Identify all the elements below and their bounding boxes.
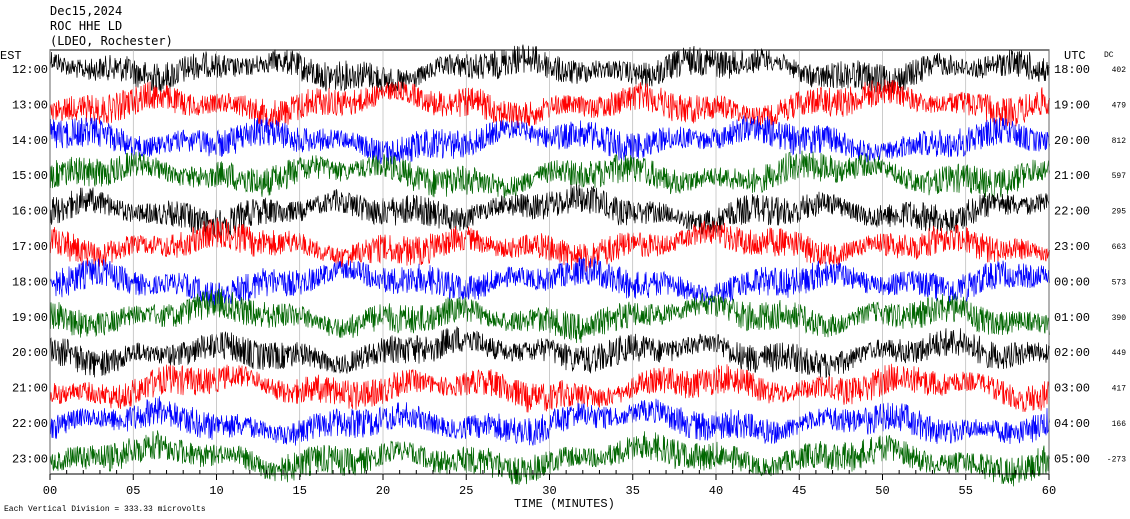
dc-offset-value: -273 <box>1107 455 1126 464</box>
dc-offset-value: 390 <box>1112 314 1127 323</box>
dc-offset-value: 295 <box>1112 208 1127 217</box>
x-tick-label: 05 <box>126 484 140 498</box>
utc-hour-label: 22:00 <box>1054 205 1090 219</box>
est-hour-label: 17:00 <box>12 240 48 254</box>
utc-hour-label: 19:00 <box>1054 98 1090 112</box>
utc-hour-label: 01:00 <box>1054 311 1090 325</box>
x-tick-label: 50 <box>875 484 889 498</box>
x-tick-label: 55 <box>959 484 973 498</box>
utc-hour-label: 04:00 <box>1054 417 1090 431</box>
est-hour-label: 22:00 <box>12 417 48 431</box>
dc-offset-value: 479 <box>1112 101 1127 110</box>
utc-hour-label: 02:00 <box>1054 346 1090 360</box>
utc-hour-label: 20:00 <box>1054 134 1090 148</box>
utc-hour-label: 00:00 <box>1054 275 1090 289</box>
dc-offset-value: 597 <box>1112 172 1127 181</box>
est-hour-label: 14:00 <box>12 134 48 148</box>
scale-note: Each Vertical Division = 333.33 microvol… <box>4 505 206 514</box>
x-tick-label: 30 <box>542 484 556 498</box>
x-tick-label: 40 <box>709 484 723 498</box>
utc-hour-label: 18:00 <box>1054 63 1090 77</box>
dc-offset-value: 812 <box>1112 137 1127 146</box>
x-tick-label: 60 <box>1042 484 1056 498</box>
est-hour-label: 16:00 <box>12 205 48 219</box>
utc-hour-label: 21:00 <box>1054 169 1090 183</box>
dc-offset-value: 166 <box>1112 420 1127 429</box>
x-axis-ticks: 00 05 10 15 20 25 30 35 40 45 50 55 60 <box>43 50 1056 498</box>
est-hour-label: 20:00 <box>12 346 48 360</box>
x-tick-label: 10 <box>209 484 223 498</box>
x-tick-label: 00 <box>43 484 57 498</box>
utc-hour-label: 03:00 <box>1054 382 1090 396</box>
dc-offset-value: 417 <box>1112 385 1127 394</box>
dc-offset-value: 449 <box>1112 349 1127 358</box>
x-tick-label: 45 <box>792 484 806 498</box>
x-tick-label: 20 <box>376 484 390 498</box>
x-tick-label: 15 <box>293 484 307 498</box>
est-hour-label: 18:00 <box>12 275 48 289</box>
utc-hour-label: 23:00 <box>1054 240 1090 254</box>
row-labels: 12:00 18:00 402 13:00 19:00 479 14:00 20:00 812 1… <box>12 63 1126 466</box>
dc-offset-value: 573 <box>1112 278 1127 287</box>
est-hour-label: 13:00 <box>12 98 48 112</box>
utc-hour-label: 05:00 <box>1054 452 1090 466</box>
est-hour-label: 12:00 <box>12 63 48 77</box>
est-hour-label: 15:00 <box>12 169 48 183</box>
x-tick-label: 35 <box>626 484 640 498</box>
est-label: EST <box>0 49 22 63</box>
network-name: (LDEO, Rochester) <box>50 34 173 48</box>
x-axis-title: TIME (MINUTES) <box>514 497 615 511</box>
plot-date: Dec15,2024 <box>50 4 123 18</box>
est-hour-label: 23:00 <box>12 452 48 466</box>
utc-label: UTC <box>1064 49 1086 63</box>
station-name: ROC HHE LD <box>50 19 123 33</box>
x-tick-label: 25 <box>459 484 473 498</box>
dc-offset-value: 663 <box>1112 243 1127 252</box>
est-hour-label: 19:00 <box>12 311 48 325</box>
dc-label: DC <box>1104 51 1114 60</box>
est-hour-label: 21:00 <box>12 382 48 396</box>
dc-offset-value: 402 <box>1112 66 1127 75</box>
